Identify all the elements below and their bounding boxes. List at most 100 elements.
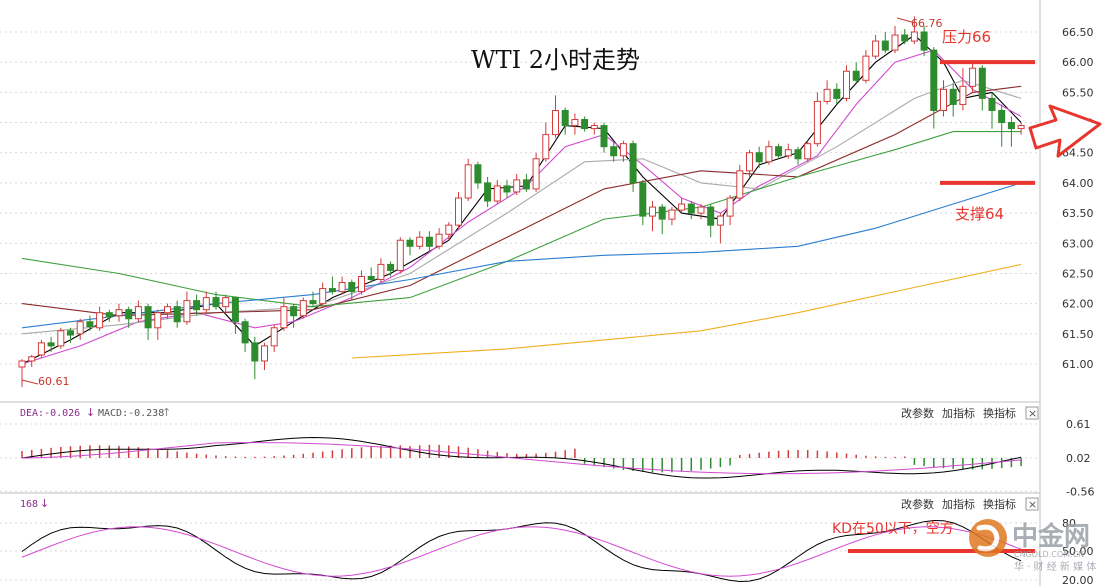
macd-tick-label: 0.61 — [1066, 418, 1091, 431]
candle-body — [455, 197, 462, 226]
ma-line — [351, 263, 1022, 359]
candle-body — [658, 206, 666, 220]
candle-body — [503, 185, 511, 193]
kd-axis-ticks: 80 50.00 20.00 — [1062, 517, 1094, 586]
candle-body — [435, 233, 443, 247]
candle-body — [920, 31, 928, 51]
candle-body — [755, 152, 763, 163]
candle-body — [57, 330, 65, 347]
macd-tick-label: -0.56 — [1066, 485, 1094, 498]
candle-body — [338, 282, 346, 293]
candle-body — [67, 330, 74, 336]
macd-axis-ticks: 0.61 0.02 -0.56 — [1066, 418, 1094, 498]
candle-body — [891, 34, 899, 51]
candle-body — [901, 34, 909, 42]
candle-body — [464, 164, 472, 199]
ma-line — [21, 85, 1022, 317]
candle-body — [513, 179, 521, 193]
kd-panel: 168 ↓ 改参数 加指标 换指标 × 80 50.00 20.00 KD在50以下… — [0, 492, 1094, 586]
low-pointer — [21, 379, 39, 385]
candle-body — [115, 309, 123, 317]
price-tick-label: 63.50 — [1062, 207, 1094, 220]
kd-tick-label: 50.00 — [1062, 545, 1094, 558]
candle-body — [251, 342, 259, 362]
macd-close-button[interactable]: × — [1025, 406, 1039, 420]
candle-body — [125, 309, 133, 320]
macd-add-indicator-button[interactable]: 加指标 — [942, 406, 975, 420]
candle-body — [988, 97, 996, 111]
candle-body — [707, 206, 715, 226]
kd-tick-label: 20.00 — [1062, 574, 1094, 586]
ma-line — [21, 79, 1022, 335]
candle-body — [367, 275, 375, 280]
kd-lines — [21, 519, 1022, 583]
candle-body — [716, 215, 724, 226]
candle-body — [144, 306, 152, 329]
macd-lines — [21, 436, 1022, 479]
watermark-logo: 中金网 CNGOLD.COM.CN 华 · 财 经 新 媒 体 — [969, 519, 1096, 573]
candle-body — [862, 55, 870, 81]
candle-body — [784, 149, 792, 157]
candle-body — [328, 288, 336, 293]
candle-body — [416, 236, 424, 247]
price-tick-label: 66.00 — [1062, 56, 1094, 69]
price-tick-label: 64.50 — [1062, 147, 1094, 160]
ma-line — [21, 131, 1022, 308]
candle-body — [600, 125, 608, 148]
macd-switch-indicator-button[interactable]: 换指标 — [983, 406, 1016, 420]
candle-body — [212, 297, 220, 308]
candle-body — [590, 125, 598, 130]
candle-body — [765, 146, 773, 163]
price-tick-label: 65.50 — [1062, 86, 1094, 99]
candle-body — [164, 306, 171, 314]
candle-body — [290, 306, 298, 317]
candle-body — [154, 312, 162, 329]
candle-body — [348, 282, 356, 293]
price-tick-label: 62.50 — [1062, 267, 1094, 280]
candle-body — [629, 143, 637, 184]
candle-body — [794, 149, 802, 160]
candle-body — [387, 263, 395, 271]
price-tick-label: 66.50 — [1062, 26, 1094, 39]
candle-body — [484, 182, 492, 202]
candle-body — [134, 306, 142, 320]
d-line — [21, 526, 1022, 577]
candle-body — [881, 40, 889, 51]
candle-body — [28, 356, 36, 362]
candle-body — [406, 239, 414, 247]
candle-body — [639, 182, 647, 217]
candle-body — [571, 119, 579, 127]
candle-body — [969, 67, 977, 87]
kd-add-indicator-button[interactable]: 加指标 — [942, 497, 975, 511]
candle-body — [1017, 125, 1025, 130]
kd-close-button[interactable]: × — [1025, 497, 1039, 511]
logo-cn-text: 中金网 — [1012, 521, 1090, 552]
candle-body — [202, 297, 210, 311]
candle-body — [173, 306, 181, 323]
dea-line — [21, 442, 1022, 475]
candle-body — [222, 297, 230, 308]
candle-body — [261, 345, 268, 362]
macd-up-icon: ↑ — [162, 406, 171, 419]
logo-icon — [969, 519, 1007, 557]
candle-body — [678, 203, 686, 211]
candle-body — [668, 209, 676, 220]
kd-switch-indicator-button[interactable]: 换指标 — [983, 497, 1016, 511]
kd-modify-params-button[interactable]: 改参数 — [901, 497, 934, 511]
candle-body — [804, 143, 812, 160]
candle-body — [930, 49, 938, 111]
candle-body — [319, 288, 327, 305]
candle-body — [37, 342, 45, 356]
candle-body — [358, 275, 365, 293]
price-tick-label: 61.50 — [1062, 328, 1094, 341]
candle-body — [726, 197, 734, 217]
candle-body — [532, 158, 540, 190]
candle-body — [697, 206, 705, 214]
macd-modify-params-button[interactable]: 改参数 — [901, 406, 934, 420]
kd-tick-label: 80 — [1062, 517, 1076, 530]
candle-body — [105, 312, 113, 318]
candle-body — [231, 297, 239, 323]
candle-body — [425, 236, 433, 247]
candle-body — [872, 40, 880, 57]
